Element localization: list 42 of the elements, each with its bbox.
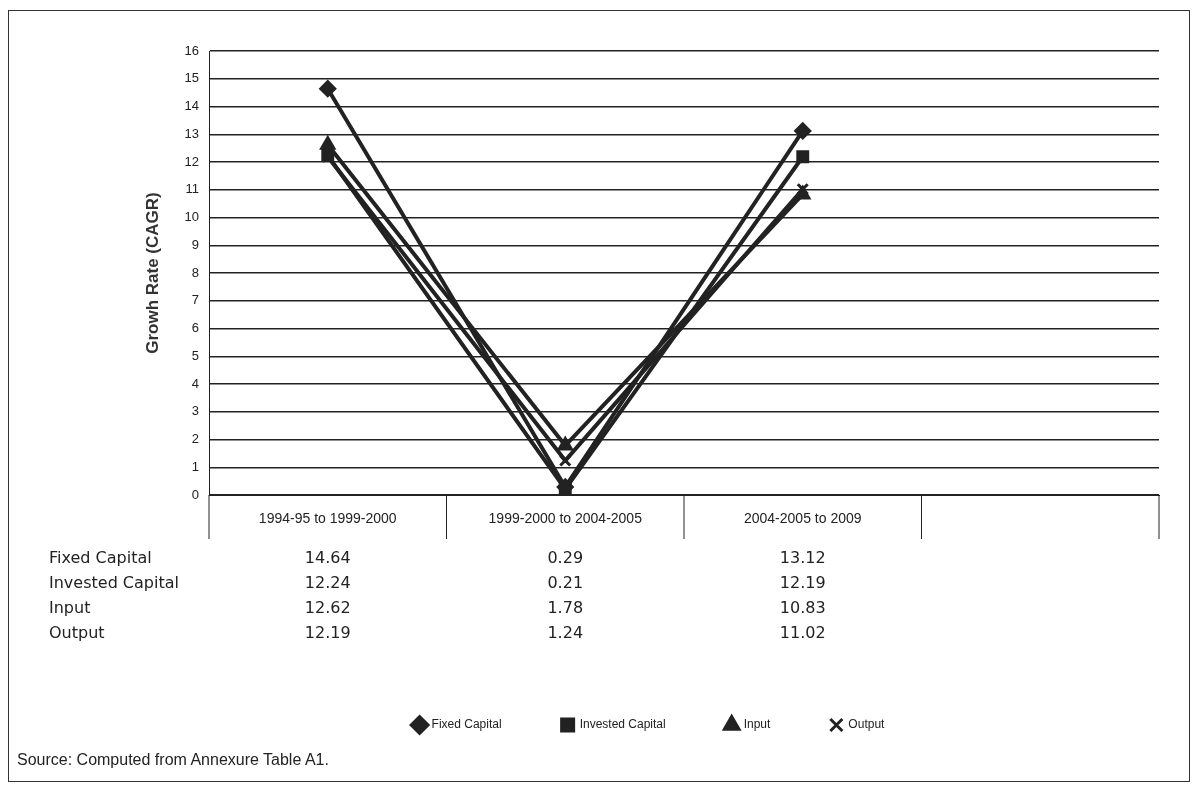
y-tick-label: 6 <box>191 320 199 336</box>
y-tick-label: 9 <box>191 236 199 252</box>
data-label: 12.19 <box>304 623 351 643</box>
y-tick-label: 12 <box>184 153 199 169</box>
data-label: 12.24 <box>304 573 351 593</box>
source-note: Source: Computed from Annexure Table A1. <box>17 751 329 769</box>
y-tick-label: 1 <box>191 458 199 474</box>
data-label: 0.29 <box>547 548 584 568</box>
y-tick-label: 14 <box>184 98 199 114</box>
legend-label: Invested Capital <box>579 717 666 732</box>
y-tick-label: 7 <box>191 292 199 308</box>
text: Invested Capital <box>49 573 179 593</box>
data-label: 13.12 <box>779 548 826 568</box>
data-label: 11.02 <box>779 623 826 643</box>
data-label: 1.78 <box>547 598 584 618</box>
data-label: 12.19 <box>779 573 826 593</box>
legend-label: Fixed Capital <box>431 717 502 732</box>
data-label: 0.21 <box>547 573 584 593</box>
x-tick-label: 1999-2000 to 2004-2005 <box>488 510 643 527</box>
text: Fixed Capital <box>49 548 152 568</box>
data-label: 12.62 <box>304 598 351 618</box>
x-tick-label: 2004-2005 to 2009 <box>743 510 862 527</box>
data-label: 14.64 <box>304 548 351 568</box>
y-tick-label: 8 <box>191 264 199 280</box>
data-label: 1.24 <box>547 623 584 643</box>
y-tick-label: 3 <box>191 403 199 419</box>
text: Output <box>49 623 105 643</box>
legend-label: Output <box>848 717 886 732</box>
y-tick-label: 10 <box>184 209 199 225</box>
y-tick-label: 4 <box>191 375 199 391</box>
y-axis-title: Growh Rate (CAGR) <box>142 192 162 354</box>
y-tick-label: 2 <box>191 431 199 447</box>
y-tick-label: 0 <box>191 486 199 502</box>
data-label: 10.83 <box>779 598 826 618</box>
x-tick-label: 1994-95 to 1999-2000 <box>258 510 397 527</box>
y-tick-label: 16 <box>184 42 199 58</box>
y-tick-label: 13 <box>184 125 199 141</box>
y-tick-label: 5 <box>191 347 199 363</box>
legend-label: Input <box>743 717 772 732</box>
text: Input <box>49 598 91 618</box>
y-tick-label: 15 <box>184 70 199 86</box>
y-tick-label: 11 <box>185 181 199 197</box>
